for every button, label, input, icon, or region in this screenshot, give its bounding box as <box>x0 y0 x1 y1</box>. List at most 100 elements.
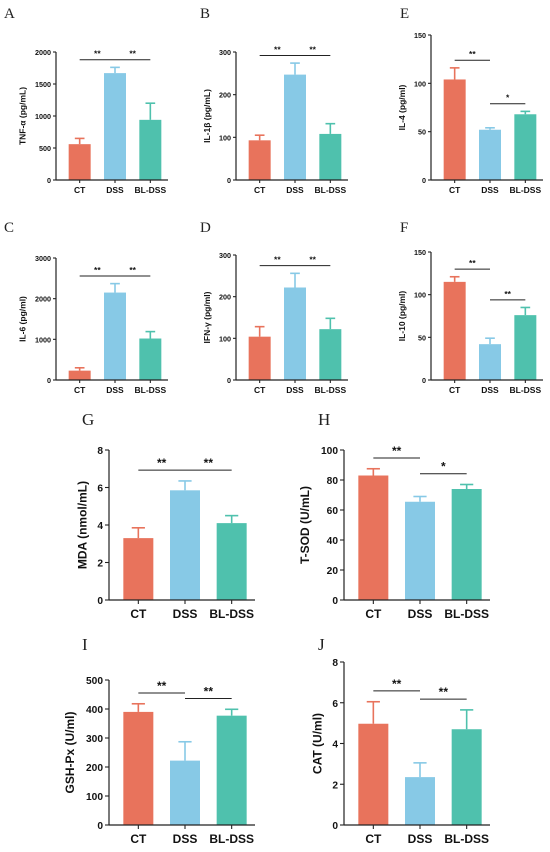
y-tick-label: 100 <box>321 446 338 457</box>
bar-dss <box>405 501 435 600</box>
x-tick-label: BL-DSS <box>315 385 347 395</box>
x-tick-label: DSS <box>106 385 124 395</box>
y-tick-label: 8 <box>97 446 103 457</box>
panel-letter: B <box>200 6 210 22</box>
x-tick-label: DSS <box>286 185 304 195</box>
bar-bl-dss <box>216 523 247 600</box>
y-tick-label: 300 <box>219 251 231 260</box>
y-axis-label: IL-10 (pg/ml) <box>397 291 407 342</box>
panel-a: A 0 500 1000 1500 2000 CT DSS BL-DSS TNF-α (pg/mL… <box>4 6 168 195</box>
y-tick-label: 2 <box>97 559 103 570</box>
y-axis-label: IL-1β (pg/mL) <box>202 89 212 143</box>
significance-label: ** <box>274 255 281 265</box>
y-tick-label: 500 <box>39 144 51 153</box>
y-tick-label: 60 <box>327 506 339 517</box>
y-tick-label: 2000 <box>35 48 51 57</box>
y-axis-label: IL-6 (pg/ml) <box>17 296 27 342</box>
y-tick-label: 200 <box>86 763 103 774</box>
x-tick-label: BL-DSS <box>444 607 489 621</box>
bar-ct <box>123 711 154 825</box>
y-tick-label: 20 <box>327 566 339 577</box>
x-tick-label: BL-DSS <box>135 185 167 195</box>
panel-letter: I <box>82 635 88 654</box>
panel-letter: F <box>400 220 408 236</box>
significance-label: ** <box>309 255 316 265</box>
y-axis-label: IL-4 (pg/ml) <box>397 84 407 130</box>
bar-dss <box>170 490 200 600</box>
y-tick-label: 80 <box>327 476 339 487</box>
bar-bl-dss <box>216 715 247 825</box>
bar-bl-dss <box>514 114 537 180</box>
y-tick-label: 400 <box>86 705 103 716</box>
significance-label: ** <box>129 265 136 275</box>
y-tick-label: 100 <box>219 334 231 343</box>
significance-label: ** <box>309 44 316 54</box>
y-tick-label: 3000 <box>35 254 51 263</box>
bar-dss <box>104 292 126 380</box>
significance-label: ** <box>157 679 167 693</box>
panel-i: I 0 100 200 300 400 500 CT DSS BL-DSS GSH-Px (U/ml… <box>63 635 255 846</box>
bar-ct <box>443 281 466 380</box>
significance-label: * <box>441 460 446 474</box>
significance-label: ** <box>94 265 101 275</box>
y-tick-label: 2 <box>332 780 338 791</box>
x-tick-label: BL-DSS <box>209 607 254 621</box>
y-tick-label: 4 <box>97 521 103 532</box>
x-tick-label: DSS <box>286 385 304 395</box>
y-tick-label: 0 <box>422 176 426 185</box>
y-tick-label: 0 <box>332 596 338 607</box>
bar-bl-dss <box>139 338 162 380</box>
x-tick-label: DSS <box>481 385 499 395</box>
y-axis-label: CAT (U/ml) <box>310 713 324 774</box>
x-tick-label: BL-DSS <box>135 385 167 395</box>
significance-label: ** <box>204 456 214 470</box>
y-tick-label: 100 <box>414 291 426 300</box>
x-tick-label: CT <box>254 385 266 395</box>
y-tick-label: 500 <box>86 676 103 687</box>
bar-ct <box>123 538 154 600</box>
significance-label: ** <box>274 44 281 54</box>
panel-letter: D <box>200 220 211 236</box>
bar-dss <box>284 74 306 180</box>
y-tick-label: 0 <box>47 376 51 385</box>
bar-bl-dss <box>139 119 162 180</box>
bar-ct <box>68 144 91 180</box>
significance-label: ** <box>392 444 402 458</box>
y-tick-label: 200 <box>219 293 231 302</box>
panel-f: F 0 50 100 150 CT DSS BL-DSS IL-10 (pg/ml) ** ** <box>397 220 543 395</box>
bar-dss <box>405 777 435 825</box>
panel-letter: J <box>318 635 325 654</box>
bar-dss <box>284 287 306 380</box>
y-axis-label: MDA (nmol/mL) <box>75 481 89 569</box>
y-tick-label: 0 <box>422 376 426 385</box>
y-tick-label: 0 <box>97 821 103 832</box>
y-tick-label: 300 <box>219 48 231 57</box>
y-tick-label: 8 <box>332 658 338 669</box>
y-tick-label: 150 <box>414 31 426 40</box>
x-tick-label: DSS <box>481 185 499 195</box>
y-tick-label: 50 <box>418 333 426 342</box>
x-tick-label: CT <box>365 607 382 621</box>
x-tick-label: BL-DSS <box>315 185 347 195</box>
y-tick-label: 40 <box>327 536 339 547</box>
y-tick-label: 100 <box>414 79 426 88</box>
x-tick-label: CT <box>254 185 266 195</box>
bar-ct <box>443 79 466 180</box>
x-tick-label: CT <box>449 185 461 195</box>
significance-label: * <box>506 93 510 103</box>
x-tick-label: CT <box>449 385 461 395</box>
bar-ct <box>68 370 91 380</box>
y-tick-label: 0 <box>97 596 103 607</box>
bar-bl-dss <box>451 489 482 600</box>
panel-d: D 0 100 200 300 CT DSS BL-DSS IFN-γ (pg/ml) ** ** <box>200 220 348 395</box>
x-tick-label: BL-DSS <box>444 832 489 846</box>
significance-label: ** <box>129 49 136 59</box>
y-tick-label: 200 <box>219 91 231 100</box>
panel-letter: A <box>4 6 15 22</box>
x-tick-label: CT <box>130 607 147 621</box>
y-tick-label: 1500 <box>35 80 51 89</box>
panel-c: C 0 1000 2000 3000 CT DSS BL-DSS IL-6 (pg/ml) ** *… <box>4 220 168 395</box>
